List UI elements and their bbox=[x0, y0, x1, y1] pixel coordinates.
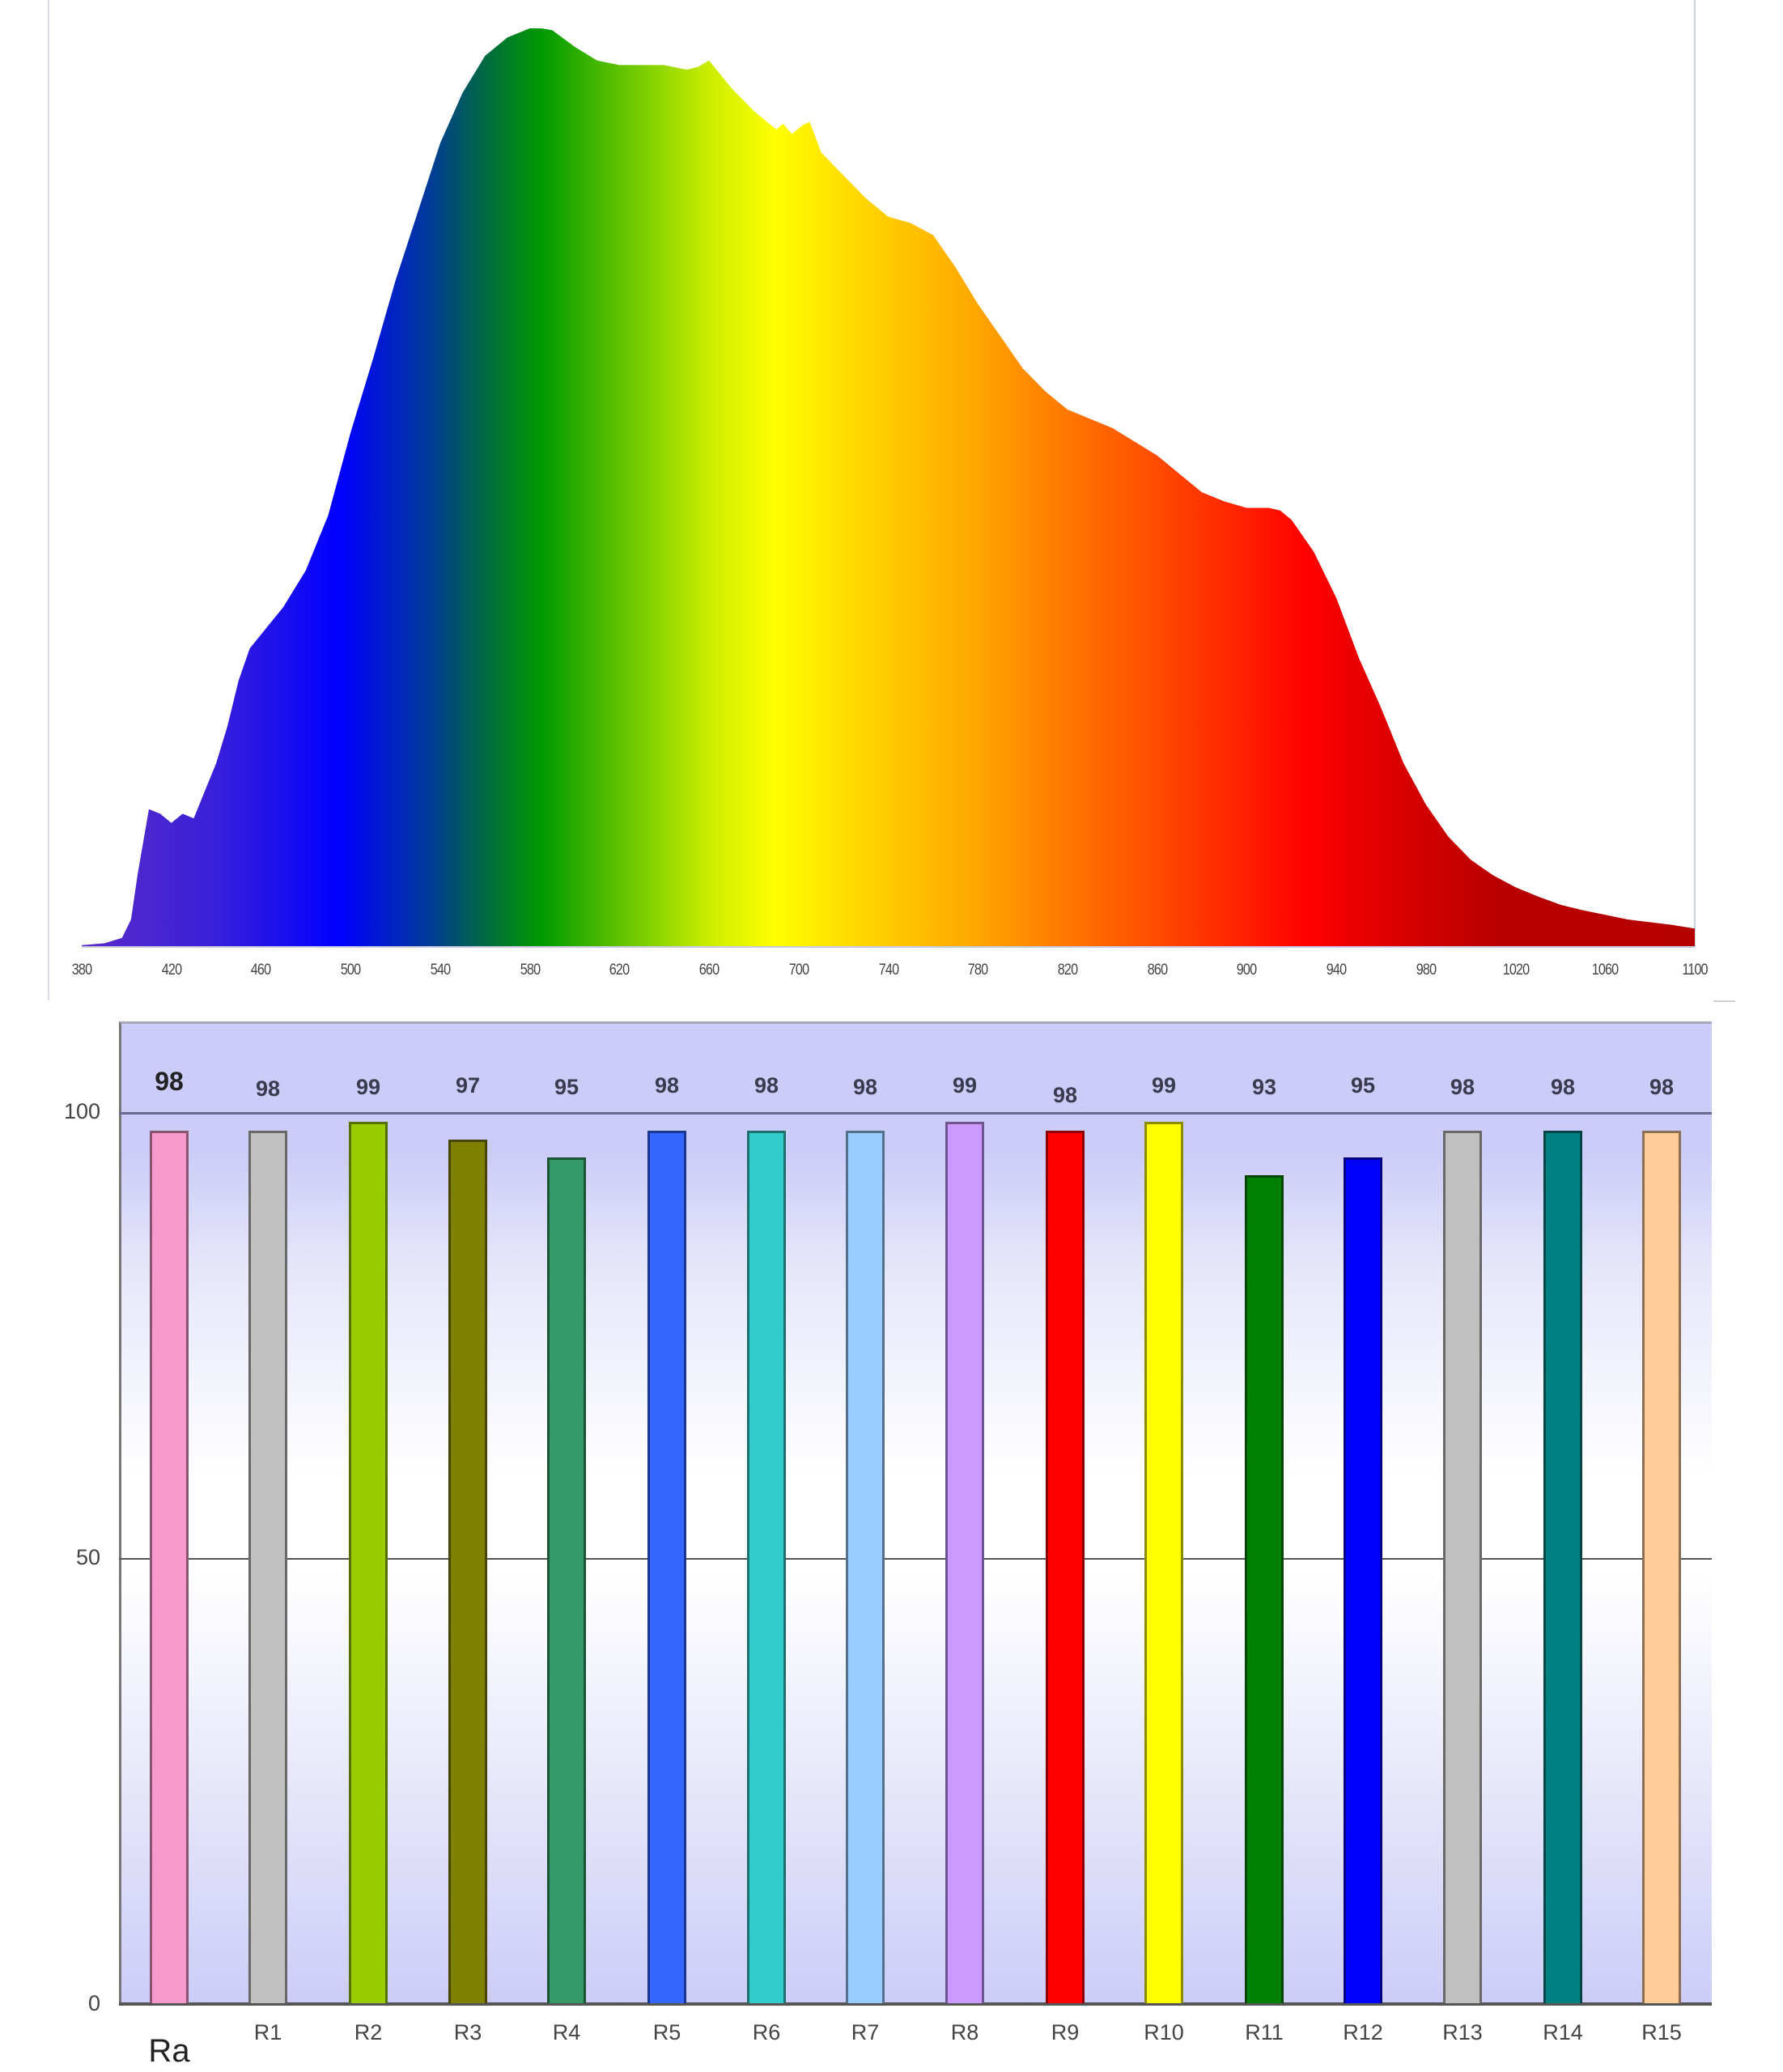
x-tick-740: 740 bbox=[878, 962, 898, 979]
x-tick-380: 380 bbox=[71, 962, 92, 979]
value-label-r10: 99 bbox=[1151, 1073, 1177, 1098]
bar-r12 bbox=[1344, 1157, 1382, 2003]
bar-r7 bbox=[846, 1131, 885, 2003]
category-label-r11: R11 bbox=[1245, 2020, 1284, 2044]
category-label-ra: Ra bbox=[148, 2033, 190, 2069]
value-label-r3: 97 bbox=[455, 1073, 481, 1098]
category-label-r2: R2 bbox=[354, 2020, 383, 2044]
y-tick-50: 50 bbox=[75, 1545, 100, 1569]
spectrum-chart bbox=[48, 0, 1735, 1002]
value-label-r13: 98 bbox=[1450, 1075, 1475, 1099]
bar-r10 bbox=[1144, 1122, 1183, 2003]
value-label-r2: 99 bbox=[355, 1075, 381, 1099]
category-label-r8: R8 bbox=[950, 2020, 979, 2044]
bar-r6 bbox=[747, 1131, 786, 2003]
x-tick-820: 820 bbox=[1057, 962, 1078, 979]
value-label-r12: 95 bbox=[1350, 1073, 1376, 1098]
value-label-ra: 98 bbox=[155, 1067, 184, 1096]
x-tick-860: 860 bbox=[1147, 962, 1167, 979]
x-axis-baseline bbox=[119, 2002, 1712, 2006]
gridline-50 bbox=[119, 1558, 1712, 1560]
bar-r13 bbox=[1443, 1131, 1482, 2003]
value-label-r15: 98 bbox=[1649, 1075, 1675, 1099]
bar-r3 bbox=[448, 1140, 487, 2003]
category-label-r7: R7 bbox=[851, 2020, 880, 2044]
x-tick-1100: 1100 bbox=[1682, 962, 1708, 979]
x-tick-500: 500 bbox=[340, 962, 361, 979]
value-label-r7: 98 bbox=[852, 1075, 878, 1099]
category-label-r6: R6 bbox=[752, 2020, 781, 2044]
value-label-r1: 98 bbox=[255, 1076, 281, 1101]
value-label-r4: 95 bbox=[554, 1075, 579, 1099]
bar-r2 bbox=[349, 1122, 388, 2003]
x-tick-780: 780 bbox=[968, 962, 988, 979]
x-tick-940: 940 bbox=[1326, 962, 1347, 979]
category-label-r13: R13 bbox=[1442, 2020, 1483, 2044]
bar-r14 bbox=[1543, 1131, 1582, 2003]
category-label-r10: R10 bbox=[1144, 2020, 1184, 2044]
value-label-r8: 99 bbox=[952, 1073, 978, 1098]
bar-ra bbox=[150, 1131, 189, 2003]
category-label-r3: R3 bbox=[453, 2020, 482, 2044]
value-label-r6: 98 bbox=[754, 1073, 779, 1098]
spectrum-area bbox=[82, 28, 1695, 947]
category-label-r15: R15 bbox=[1641, 2020, 1682, 2044]
category-label-r1: R1 bbox=[253, 2020, 282, 2044]
x-tick-420: 420 bbox=[161, 962, 182, 979]
value-label-r5: 98 bbox=[654, 1073, 680, 1098]
category-label-r12: R12 bbox=[1343, 2020, 1383, 2044]
bar-r11 bbox=[1245, 1175, 1284, 2003]
x-tick-900: 900 bbox=[1237, 962, 1257, 979]
category-label-r4: R4 bbox=[552, 2020, 581, 2044]
bar-r9 bbox=[1046, 1131, 1085, 2003]
x-tick-540: 540 bbox=[430, 962, 451, 979]
x-tick-1060: 1060 bbox=[1591, 962, 1619, 979]
y-tick-100: 100 bbox=[63, 1099, 100, 1123]
category-label-r5: R5 bbox=[652, 2020, 681, 2044]
x-tick-460: 460 bbox=[251, 962, 271, 979]
bar-r1 bbox=[248, 1131, 287, 2003]
value-label-r14: 98 bbox=[1550, 1075, 1576, 1099]
x-tick-620: 620 bbox=[609, 962, 630, 979]
y-tick-0: 0 bbox=[87, 1991, 100, 2015]
gridline-100 bbox=[119, 1112, 1712, 1115]
bar-r5 bbox=[647, 1131, 686, 2003]
value-label-r9: 98 bbox=[1052, 1083, 1078, 1107]
x-tick-980: 980 bbox=[1416, 962, 1437, 979]
bar-r8 bbox=[945, 1122, 984, 2003]
value-label-r11: 93 bbox=[1251, 1075, 1277, 1099]
category-label-r9: R9 bbox=[1051, 2020, 1080, 2044]
x-tick-1020: 1020 bbox=[1502, 962, 1529, 979]
x-tick-700: 700 bbox=[788, 962, 809, 979]
bar-r4 bbox=[547, 1157, 586, 2003]
bar-r15 bbox=[1642, 1131, 1681, 2003]
x-tick-580: 580 bbox=[520, 962, 540, 979]
category-label-r14: R14 bbox=[1543, 2020, 1583, 2044]
x-tick-660: 660 bbox=[698, 962, 720, 979]
